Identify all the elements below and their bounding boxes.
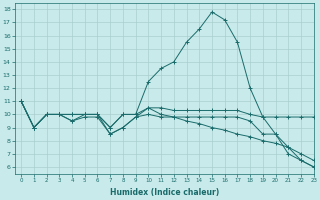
X-axis label: Humidex (Indice chaleur): Humidex (Indice chaleur) (110, 188, 219, 197)
